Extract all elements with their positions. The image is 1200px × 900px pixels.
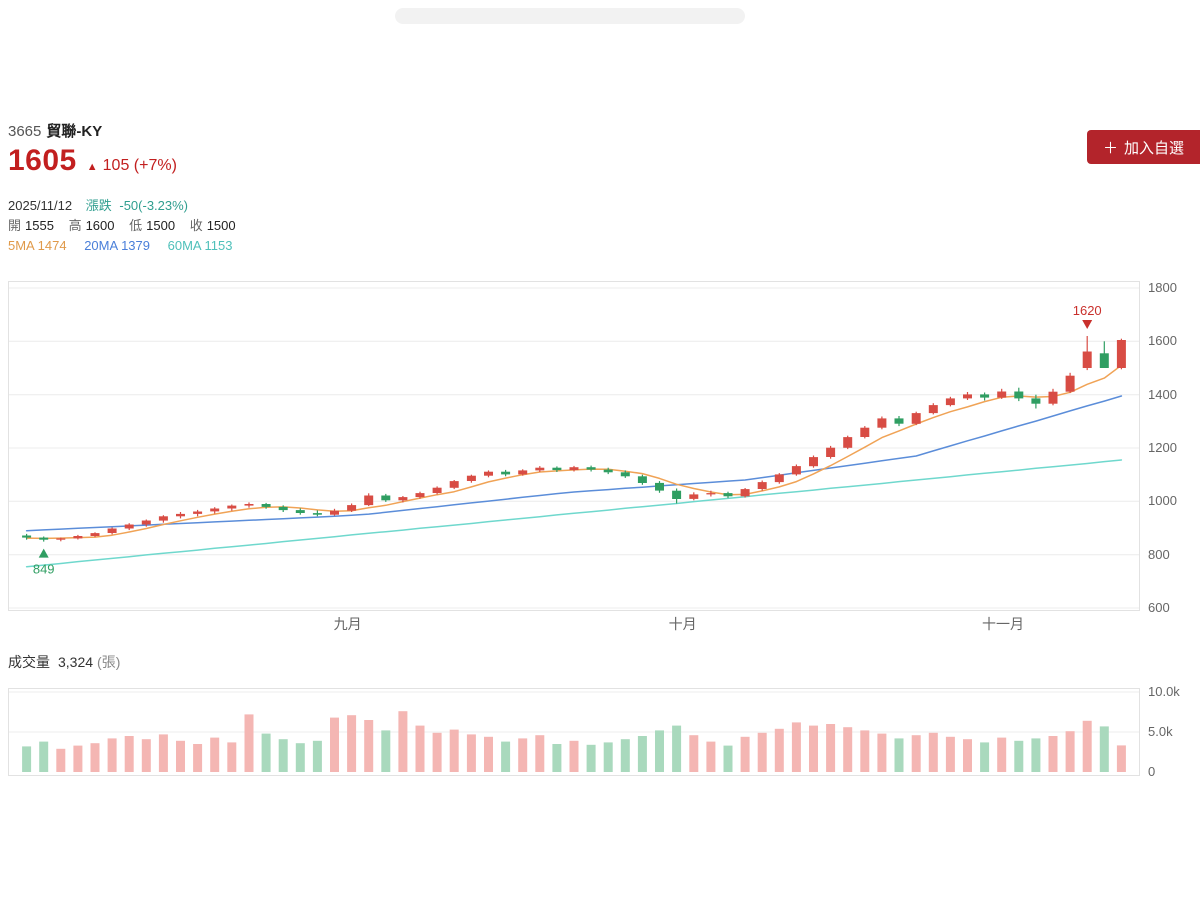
price-tick-label: 800 xyxy=(1148,546,1170,562)
price-tick-label: 1000 xyxy=(1148,493,1177,509)
ma5-pair: 5MA 1474 xyxy=(8,238,67,253)
month-label: 十月 xyxy=(668,616,697,632)
quote-date: 2025/11/12 xyxy=(8,198,73,213)
ma5-label: 5MA xyxy=(8,238,35,253)
price-row: 1605 ▲ 105 (+7%) xyxy=(8,144,177,178)
up-arrow-icon: ▲ xyxy=(86,161,98,173)
volume-value: 3,324 xyxy=(58,654,94,670)
price-chart-svg: 849 1620 xyxy=(8,281,1140,611)
open-value: 1555 xyxy=(25,218,54,233)
ma60-pair: 60MA 1153 xyxy=(168,238,233,253)
volume-label: 成交量 xyxy=(8,654,50,670)
stock-name: 貿聯-KY xyxy=(46,123,103,140)
volume-tick-label: 10.0k xyxy=(1148,684,1180,699)
top-toolbar-placeholder xyxy=(395,8,745,24)
svg-text:849: 849 xyxy=(33,562,55,577)
price-tick-label: 1400 xyxy=(1148,386,1177,402)
price-chart[interactable]: 849 1620 xyxy=(8,281,1140,611)
price-tick-label: 600 xyxy=(1148,600,1170,615)
quote-line-ohlc: 開 1555 高 1600 低 1500 收 1500 xyxy=(8,216,247,236)
stock-header: 3665 貿聯-KY 1605 ▲ 105 (+7%) xyxy=(8,120,177,178)
month-label: 九月 xyxy=(333,616,362,632)
volume-tick-label: 5.0k xyxy=(1148,724,1173,739)
volume-chart-svg xyxy=(8,688,1140,776)
high-value: 1600 xyxy=(85,218,115,233)
ma60-value: 1153 xyxy=(204,238,233,253)
volume-tick-label: 0 xyxy=(1148,764,1156,779)
price-tick-label: 1800 xyxy=(1148,280,1177,295)
ma20-value: 1379 xyxy=(121,238,150,253)
open-label: 開 xyxy=(8,218,22,233)
price-tick-label: 1600 xyxy=(1148,333,1177,349)
ma20-pair: 20MA 1379 xyxy=(84,238,150,253)
quote-line-date: 2025/11/12 漲跌 -50(-3.23%) xyxy=(8,196,247,216)
close-value: 1500 xyxy=(206,218,236,233)
plus-icon: ＋ xyxy=(1102,139,1118,157)
volume-header: 成交量 3,324 (張) xyxy=(8,652,120,672)
svg-text:1620: 1620 xyxy=(1073,303,1102,318)
add-button-label: 加入自選 xyxy=(1123,139,1184,157)
high-label: 高 xyxy=(68,218,82,233)
change-label: 漲跌 xyxy=(85,198,112,213)
price-tick-label: 1200 xyxy=(1148,440,1177,455)
change-value: -50(-3.23%) xyxy=(119,198,189,213)
volume-chart[interactable] xyxy=(8,688,1140,776)
stock-code: 3665 xyxy=(8,123,42,140)
ma60-label: 60MA xyxy=(167,238,201,253)
add-to-watchlist-button[interactable]: ＋ 加入自選 xyxy=(1086,130,1200,164)
quote-line-ma: 5MA 1474 20MA 1379 60MA 1153 xyxy=(8,236,247,256)
current-price: 1605 xyxy=(8,144,77,177)
price-change: 105 (+7%) xyxy=(102,157,177,174)
ma5-value: 1474 xyxy=(37,238,67,253)
low-label: 低 xyxy=(129,218,143,233)
low-value: 1500 xyxy=(146,218,176,233)
ma20-label: 20MA xyxy=(84,238,118,253)
month-label: 十一月 xyxy=(982,616,1025,632)
close-label: 收 xyxy=(189,218,203,233)
volume-unit: (張) xyxy=(97,654,121,670)
stock-title: 3665 貿聯-KY xyxy=(8,120,177,141)
